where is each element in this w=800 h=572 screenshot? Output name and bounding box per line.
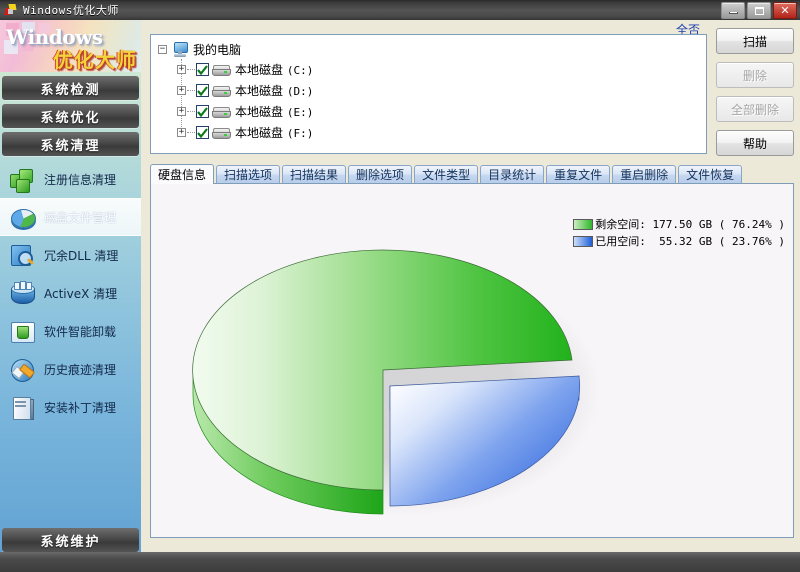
sidebar-item-label: ActiveX 清理 bbox=[44, 286, 118, 301]
delete-all-button: 全部删除 bbox=[716, 96, 794, 122]
delete-button: 删除 bbox=[716, 62, 794, 88]
hard-disk-icon bbox=[212, 127, 231, 139]
history-brush-icon bbox=[9, 356, 36, 383]
action-button-column: 扫描 删除 全部删除 帮助 bbox=[716, 28, 794, 164]
legend-swatch-free bbox=[573, 218, 594, 230]
tab-file-recovery[interactable]: 文件恢复 bbox=[678, 165, 743, 183]
tab-file-types[interactable]: 文件类型 bbox=[414, 165, 479, 183]
hard-disk-icon bbox=[212, 106, 231, 118]
tree-row-label: 本地磁盘 (C:) bbox=[235, 63, 314, 77]
legend-swatch-used bbox=[573, 235, 594, 247]
sidebar-item-label: 软件智能卸载 bbox=[44, 324, 117, 339]
tab-reboot-delete[interactable]: 重启删除 bbox=[612, 165, 677, 183]
sidebar-category-system-maintain[interactable]: 系统维护 bbox=[2, 528, 139, 552]
dll-magnifier-icon bbox=[9, 242, 36, 269]
drive-checkbox[interactable] bbox=[196, 126, 209, 139]
drive-checkbox[interactable] bbox=[196, 63, 209, 76]
disk-pie-icon bbox=[9, 204, 36, 231]
tree-row-label: 本地磁盘 (E:) bbox=[235, 105, 314, 119]
sidebar-item-disk-file-manage[interactable]: 磁盘文件管理 bbox=[0, 198, 141, 236]
tab-dir-stats[interactable]: 目录统计 bbox=[480, 165, 545, 183]
pie-slice-free bbox=[192, 249, 573, 491]
close-button[interactable]: ✕ bbox=[773, 2, 797, 19]
help-button[interactable]: 帮助 bbox=[716, 130, 794, 156]
scan-button[interactable]: 扫描 bbox=[716, 28, 794, 54]
window-controls: ✕ bbox=[721, 2, 797, 19]
title-bar: Windows优化大师 ✕ bbox=[0, 0, 800, 21]
disk-usage-pie-chart bbox=[173, 222, 613, 522]
tree-root-node[interactable]: − 我的电脑 bbox=[158, 41, 241, 58]
pie-slice-used bbox=[389, 375, 580, 507]
sidebar-item-label: 冗余DLL 清理 bbox=[44, 248, 119, 263]
legend-label-used: 已用空间: 55.32 GB ( 23.76% ) bbox=[595, 235, 785, 248]
tree-root-label: 我的电脑 bbox=[193, 43, 242, 57]
legend-item-used: 已用空间: 55.32 GB ( 23.76% ) bbox=[573, 233, 785, 249]
window-title: Windows优化大师 bbox=[23, 4, 119, 17]
app-logo-icon bbox=[4, 3, 18, 17]
tab-scan-results[interactable]: 扫描结果 bbox=[282, 165, 347, 183]
sidebar-item-software-uninstall[interactable]: 软件智能卸载 bbox=[0, 312, 141, 350]
sidebar-item-label: 磁盘文件管理 bbox=[44, 210, 117, 225]
tree-row[interactable]: + 本地磁盘 (F:) bbox=[177, 124, 313, 141]
tree-row[interactable]: + 本地磁盘 (C:) bbox=[177, 61, 313, 78]
expand-icon[interactable]: + bbox=[177, 85, 186, 95]
drive-checkbox[interactable] bbox=[196, 84, 209, 97]
sidebar-item-registry-clean[interactable]: 注册信息清理 bbox=[0, 160, 141, 198]
chart-legend: 剩余空间: 177.50 GB ( 76.24% ) 已用空间: 55.32 G… bbox=[573, 216, 785, 250]
sidebar-category-system-clean[interactable]: 系统清理 bbox=[2, 132, 139, 156]
tree-row[interactable]: + 本地磁盘 (E:) bbox=[177, 103, 313, 120]
sidebar-item-label: 注册信息清理 bbox=[44, 172, 117, 187]
tab-disk-info[interactable]: 硬盘信息 bbox=[150, 164, 215, 184]
sidebar-item-activex-clean[interactable]: ActiveX 清理 bbox=[0, 274, 141, 312]
sidebar-item-label: 历史痕迹清理 bbox=[44, 362, 117, 377]
collapse-icon[interactable]: − bbox=[158, 44, 167, 54]
hard-disk-icon bbox=[212, 85, 231, 97]
minimize-button[interactable] bbox=[721, 2, 745, 19]
logo-word-cn: 优化大师 bbox=[53, 48, 137, 72]
tree-row[interactable]: + 本地磁盘 (D:) bbox=[177, 82, 313, 99]
maximize-button[interactable] bbox=[747, 2, 771, 19]
tab-scan-options[interactable]: 扫描选项 bbox=[216, 165, 281, 183]
sidebar: Windows 优化大师 系统检测 系统优化 系统清理 注册信息清理 磁盘文件管… bbox=[0, 20, 141, 572]
expand-icon[interactable]: + bbox=[177, 106, 186, 116]
drive-tree[interactable]: − 我的电脑 + 本地磁盘 (C:) + 本地磁盘 (D:) bbox=[150, 34, 707, 154]
sidebar-category-system-check[interactable]: 系统检测 bbox=[2, 76, 139, 100]
my-computer-icon bbox=[172, 42, 188, 57]
sidebar-item-dll-clean[interactable]: 冗余DLL 清理 bbox=[0, 236, 141, 274]
tree-row-label: 本地磁盘 (F:) bbox=[235, 126, 314, 140]
sidebar-nav-list: 注册信息清理 磁盘文件管理 冗余DLL 清理 ActiveX 清理 bbox=[0, 160, 141, 426]
bottom-bar bbox=[0, 552, 800, 572]
pie-svg bbox=[192, 249, 601, 516]
select-none-link[interactable]: 全否 bbox=[676, 23, 701, 37]
sidebar-item-history-clean[interactable]: 历史痕迹清理 bbox=[0, 350, 141, 388]
legend-label-free: 剩余空间: 177.50 GB ( 76.24% ) bbox=[595, 218, 785, 231]
uninstall-recycle-icon bbox=[9, 318, 36, 345]
expand-icon[interactable]: + bbox=[177, 64, 186, 74]
sidebar-item-patch-clean[interactable]: 安装补丁清理 bbox=[0, 388, 141, 426]
drive-checkbox[interactable] bbox=[196, 105, 209, 118]
disk-info-panel: 剩余空间: 177.50 GB ( 76.24% ) 已用空间: 55.32 G… bbox=[150, 183, 794, 538]
tab-duplicate-files[interactable]: 重复文件 bbox=[546, 165, 611, 183]
expand-icon[interactable]: + bbox=[177, 127, 186, 137]
patch-box-icon bbox=[9, 394, 36, 421]
tree-connector-line bbox=[181, 59, 182, 131]
sidebar-item-label: 安装补丁清理 bbox=[44, 400, 117, 415]
hard-disk-icon bbox=[212, 64, 231, 76]
activex-database-icon bbox=[9, 280, 36, 307]
brand-logo: Windows 优化大师 bbox=[0, 20, 141, 72]
tab-delete-options[interactable]: 删除选项 bbox=[348, 165, 413, 183]
sidebar-category-system-optimize[interactable]: 系统优化 bbox=[2, 104, 139, 128]
tree-row-label: 本地磁盘 (D:) bbox=[235, 84, 314, 98]
close-icon: ✕ bbox=[780, 4, 790, 17]
tab-strip: 硬盘信息 扫描选项 扫描结果 删除选项 文件类型 目录统计 重复文件 重启删除 … bbox=[150, 164, 794, 184]
registry-cubes-icon bbox=[9, 166, 36, 193]
legend-item-free: 剩余空间: 177.50 GB ( 76.24% ) bbox=[573, 216, 785, 232]
logo-word-windows: Windows bbox=[6, 25, 103, 49]
